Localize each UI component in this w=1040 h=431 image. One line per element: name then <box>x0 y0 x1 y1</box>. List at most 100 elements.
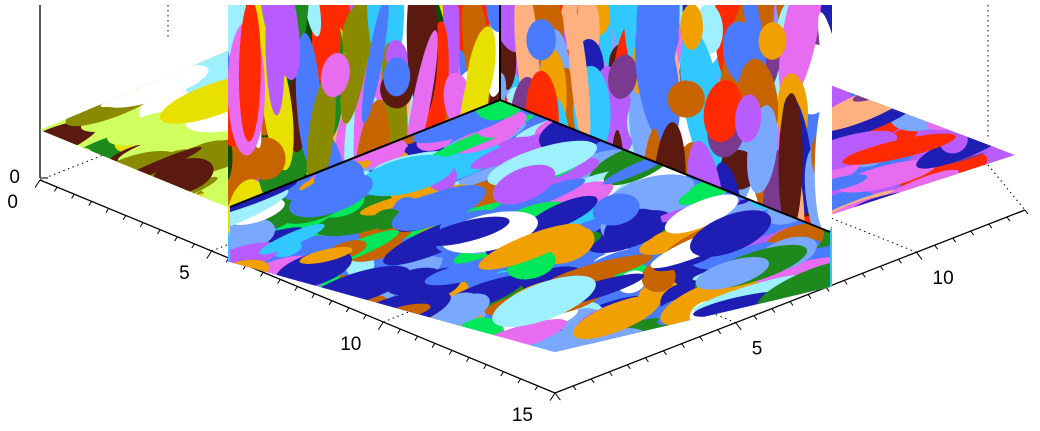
y-tick-mark <box>735 322 742 331</box>
grain <box>994 85 1015 104</box>
y-tick-mark <box>843 280 848 285</box>
y-axis-tick-labels: 5 10 <box>752 268 954 359</box>
grain <box>965 85 999 101</box>
x-axis-ticks <box>34 179 556 401</box>
grain <box>40 48 73 63</box>
grain <box>185 92 235 133</box>
z-axis-tick-labels: 0 <box>9 167 48 188</box>
y-tick-mark <box>879 266 884 271</box>
grain <box>230 297 252 315</box>
grain <box>957 85 1015 110</box>
z-tick-label: 0 <box>9 167 20 188</box>
grain <box>40 187 72 210</box>
y-tick-mark <box>789 301 794 306</box>
x-tick-mark <box>483 364 487 370</box>
grain <box>230 290 278 319</box>
grain <box>230 282 311 322</box>
grain <box>57 179 154 210</box>
grain <box>465 26 496 117</box>
grain <box>64 50 118 90</box>
grain <box>730 242 775 259</box>
grain <box>340 5 375 124</box>
slice-edge-right <box>499 99 831 233</box>
grain <box>478 223 584 270</box>
grain <box>245 301 360 334</box>
grain <box>919 183 1012 215</box>
grain <box>258 327 312 352</box>
grain <box>306 75 336 194</box>
grain <box>486 5 500 33</box>
y-tick-mark <box>608 371 613 377</box>
grain <box>238 5 261 142</box>
grain <box>320 53 350 98</box>
grain <box>230 314 330 352</box>
grain <box>265 5 285 116</box>
grain <box>47 48 163 64</box>
grain <box>477 111 527 138</box>
y-axis-ticks <box>554 209 1029 401</box>
y-tick-mark <box>916 251 923 260</box>
y-tick-mark <box>699 336 704 341</box>
grain <box>907 85 1015 116</box>
grain <box>383 57 411 97</box>
grain <box>94 179 156 210</box>
grain <box>40 48 136 82</box>
grain <box>911 85 990 95</box>
y-tick-mark <box>572 385 577 391</box>
grain <box>830 174 868 192</box>
grain <box>688 329 780 352</box>
x-tick-mark <box>71 193 75 199</box>
grain <box>1000 120 1015 150</box>
x-tick-label: 15 <box>512 405 533 426</box>
grain <box>758 22 787 60</box>
x-tick-mark <box>294 286 298 292</box>
grain <box>645 329 735 352</box>
grain <box>485 178 586 219</box>
grain <box>230 275 269 300</box>
grain <box>431 293 490 329</box>
x-tick-mark <box>174 236 178 242</box>
grain <box>852 85 932 102</box>
grain <box>303 5 322 37</box>
grain <box>636 5 680 93</box>
x-tick-mark <box>191 243 195 249</box>
y-tick-mark <box>681 343 685 349</box>
grain <box>778 328 830 352</box>
y-tick-mark <box>861 273 866 278</box>
grain <box>257 319 314 352</box>
back-grid-line-right <box>987 164 1026 211</box>
grain <box>671 322 758 352</box>
grain <box>951 99 1015 121</box>
grain <box>359 154 455 197</box>
grain <box>526 195 598 234</box>
grain <box>293 322 381 352</box>
grain <box>299 247 353 264</box>
grain <box>43 48 109 64</box>
grain <box>849 85 956 98</box>
y-tick-mark <box>934 244 939 250</box>
grain <box>40 112 88 161</box>
grain <box>783 335 830 352</box>
x-tick-mark <box>500 371 504 377</box>
grain <box>104 51 167 73</box>
x-axis-tick-labels: 0 5 10 15 <box>7 192 533 426</box>
y-tick-mark <box>554 392 561 401</box>
grain <box>201 168 235 193</box>
grain <box>59 186 127 210</box>
y-tick-mark <box>771 308 776 313</box>
grain <box>100 79 200 108</box>
grain <box>776 295 830 323</box>
grain <box>790 333 830 352</box>
x-tick-mark <box>34 179 41 188</box>
x-tick-mark <box>549 392 556 401</box>
grain <box>288 321 385 352</box>
grain <box>260 338 293 352</box>
grain <box>391 184 486 231</box>
y-tick-mark <box>753 315 758 320</box>
y-tick-mark <box>644 357 649 363</box>
y-tick-mark <box>988 223 993 229</box>
grain <box>40 48 112 70</box>
x-tick-mark <box>311 293 316 299</box>
y-tick-mark <box>952 237 957 243</box>
y-tick-mark <box>663 350 667 356</box>
